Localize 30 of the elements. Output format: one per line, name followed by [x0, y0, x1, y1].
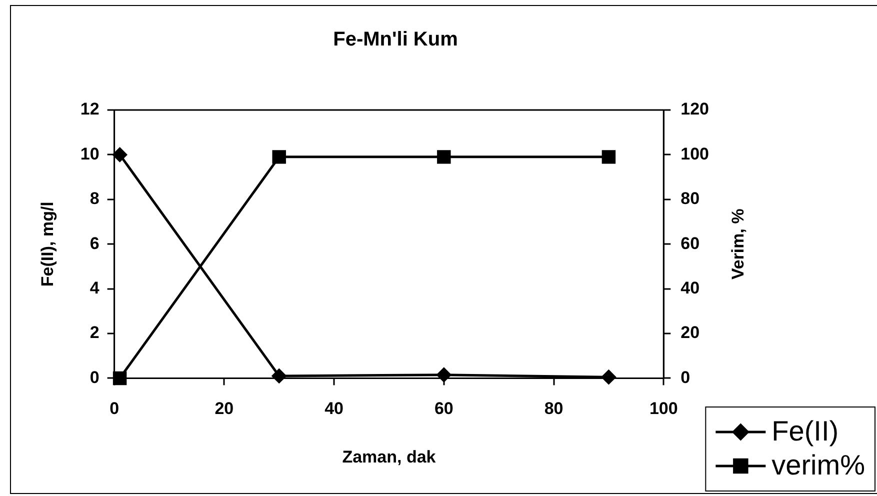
legend-label: Fe(II)	[772, 416, 839, 447]
point	[272, 368, 287, 384]
x-tick-label: 100	[649, 399, 678, 418]
y2-tick-label: 100	[680, 144, 710, 164]
y2-tick-label: 0	[680, 368, 690, 387]
point	[436, 367, 452, 382]
point	[601, 370, 616, 385]
y-axis-title: Fe(II), mg/l	[38, 202, 57, 287]
x-tick-label: 0	[110, 399, 120, 418]
y2-tick-label: 120	[680, 100, 710, 119]
y-tick-label: 10	[80, 144, 100, 164]
point	[112, 147, 128, 162]
y-tick-label: 4	[90, 278, 100, 298]
y-tick-label: 0	[90, 368, 100, 387]
y2-tick-label: 40	[680, 278, 700, 298]
y-tick-label: 8	[90, 189, 100, 208]
x-axis-title: Zaman, dak	[342, 447, 436, 466]
legend-label: verim%	[772, 450, 866, 481]
y2-tick-label: 80	[680, 189, 700, 208]
y2-tick-label: 60	[680, 234, 700, 253]
x-tick-label: 60	[434, 399, 454, 418]
x-tick-label: 20	[214, 399, 234, 418]
y-tick-label: 2	[90, 323, 100, 342]
x-tick-label: 80	[544, 399, 564, 418]
x-tick-label: 40	[324, 399, 344, 418]
y2-axis-title: Verim, %	[728, 208, 748, 280]
chart-title: Fe-Mn'li Kum	[333, 28, 458, 51]
y-tick-label: 6	[90, 234, 100, 253]
y-tick-label: 12	[80, 100, 100, 119]
y2-tick-label: 20	[680, 323, 700, 342]
